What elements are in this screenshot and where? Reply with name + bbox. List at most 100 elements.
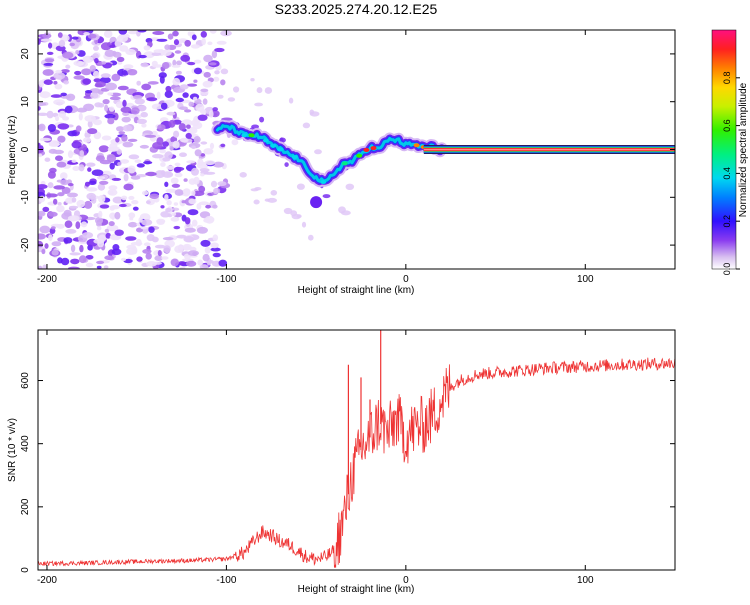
heatmap-cell (139, 144, 149, 149)
heatmap-cell (174, 162, 181, 167)
heatmap-cell (179, 152, 187, 157)
heatmap-cell (143, 45, 151, 51)
heatmap-cell (296, 214, 302, 219)
heatmap-cell (103, 265, 109, 269)
heatmap-cell (118, 30, 128, 35)
heatmap-cell (109, 162, 115, 170)
heatmap-cell (96, 260, 105, 265)
snr-y-tick-label: 200 (20, 498, 31, 515)
heatmap-cell (64, 220, 73, 228)
heatmap-cell (213, 76, 220, 82)
heatmap-cell (89, 88, 101, 94)
heatmap-cell (90, 92, 99, 99)
heatmap-cell (220, 79, 226, 86)
heatmap-cell (200, 141, 208, 145)
heatmap-cell (130, 175, 141, 180)
heatmap-cell (51, 142, 61, 147)
heatmap-cell (65, 93, 76, 102)
heatmap-cell (136, 163, 145, 168)
heatmap-cell (161, 62, 170, 69)
heatmap-hotspot (291, 155, 298, 160)
heatmap-cell (296, 183, 305, 190)
heatmap-cell (118, 131, 126, 135)
heatmap-cell (125, 48, 136, 56)
heatmap-cell (171, 212, 177, 217)
heatmap-cell (76, 107, 88, 113)
heatmap-cell (205, 204, 212, 209)
heatmap-cell (165, 85, 172, 92)
heatmap-cell (194, 149, 202, 157)
heatmap-hotspot (262, 138, 269, 143)
heatmap-cell (254, 102, 263, 107)
heatmap-cell (39, 137, 52, 142)
heatmap-cell (239, 172, 247, 178)
heatmap-cell (202, 253, 210, 262)
heatmap-cell (178, 244, 184, 250)
heatmap-cell (162, 49, 172, 56)
heatmap-cell (214, 70, 220, 75)
heatmap-y-tick-label: -10 (20, 190, 31, 205)
heatmap-cell (166, 200, 172, 206)
heatmap-cell (198, 201, 210, 206)
heatmap-cell (203, 171, 216, 175)
heatmap-cell (193, 67, 203, 75)
heatmap-cell (112, 196, 124, 204)
heatmap-x-tick-label: 100 (577, 274, 594, 285)
heatmap-cell (212, 204, 218, 209)
heatmap-cell (47, 182, 54, 189)
heatmap-cell (47, 124, 57, 132)
heatmap-cell (108, 185, 118, 191)
heatmap-cell (194, 59, 202, 64)
heatmap-cell (56, 161, 67, 168)
heatmap-cell (39, 225, 51, 234)
heatmap-cell (38, 265, 43, 269)
heatmap-cell (123, 173, 129, 182)
heatmap-cell (250, 78, 255, 82)
heatmap-cell (97, 176, 106, 180)
heatmap-cell (120, 159, 130, 164)
heatmap-cell (42, 69, 54, 76)
heatmap-cell (109, 205, 115, 211)
heatmap-cell (93, 119, 102, 126)
heatmap-cell (172, 59, 177, 67)
heatmap-cell (187, 61, 196, 66)
heatmap-cell (98, 145, 109, 153)
heatmap-cell (100, 73, 111, 78)
heatmap-cell (153, 49, 165, 53)
heatmap-cell (53, 198, 58, 205)
heatmap-cell (44, 157, 51, 162)
heatmap-cell (128, 154, 140, 160)
heatmap-cell (88, 180, 97, 185)
heatmap-cell (314, 149, 322, 155)
heatmap-cell (170, 177, 179, 184)
heatmap-cell (38, 106, 41, 111)
heatmap-cell (67, 192, 78, 198)
colorbar-gradient (711, 29, 737, 270)
heatmap-cell (85, 262, 94, 268)
colorbar-tick-label: 0.6 (722, 119, 732, 132)
heatmap-cell (264, 198, 270, 202)
heatmap-cell (210, 242, 219, 249)
heatmap-cell (105, 232, 111, 239)
heatmap-cell (233, 86, 240, 93)
heatmap-cell (95, 81, 106, 88)
heatmap-cell (175, 70, 182, 75)
heatmap-cell (173, 130, 180, 138)
heatmap-cell (38, 112, 49, 116)
heatmap-cell (114, 40, 122, 48)
heatmap-cell (162, 171, 174, 178)
heatmap-cell (136, 80, 141, 86)
heatmap-cell (57, 202, 62, 206)
heatmap-cell (159, 75, 165, 84)
heatmap-cell (179, 84, 189, 90)
heatmap-cell (217, 181, 227, 187)
heatmap-cell (341, 210, 351, 216)
heatmap-cell (180, 137, 189, 143)
heatmap-cell (56, 205, 65, 213)
heatmap-cell (203, 71, 211, 78)
heatmap-ridge-layer (215, 124, 444, 183)
heatmap-cell (56, 223, 65, 229)
heatmap-cell (160, 205, 165, 209)
heatmap-cell (142, 249, 152, 254)
heatmap-cell (119, 203, 127, 208)
